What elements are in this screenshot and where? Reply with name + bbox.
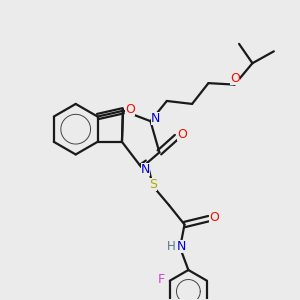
Text: H: H	[167, 240, 176, 253]
Text: N: N	[151, 112, 160, 125]
Text: N: N	[141, 163, 150, 176]
Text: O: O	[230, 72, 240, 85]
Text: S: S	[149, 178, 157, 191]
Text: O: O	[177, 128, 187, 141]
Text: F: F	[158, 273, 165, 286]
Text: O: O	[209, 211, 219, 224]
Text: O: O	[125, 103, 135, 116]
Text: N: N	[177, 240, 186, 253]
